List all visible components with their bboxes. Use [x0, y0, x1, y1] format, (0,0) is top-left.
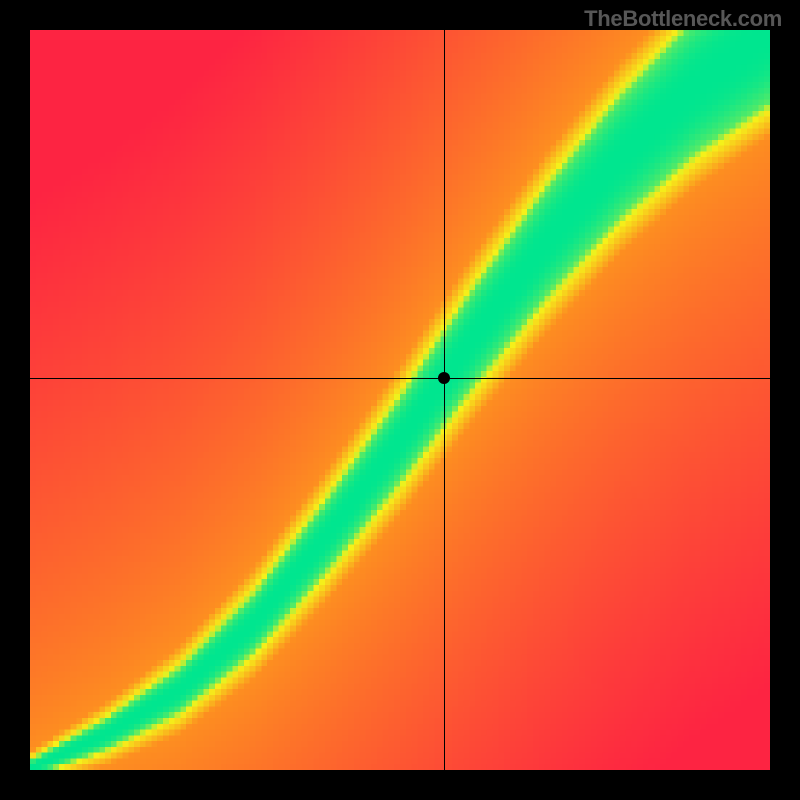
bottleneck-heatmap: [30, 30, 770, 770]
heatmap-canvas: [30, 30, 770, 770]
crosshair-horizontal: [30, 378, 770, 379]
watermark-text: TheBottleneck.com: [584, 6, 782, 32]
crosshair-marker: [438, 372, 450, 384]
crosshair-vertical: [444, 30, 445, 770]
